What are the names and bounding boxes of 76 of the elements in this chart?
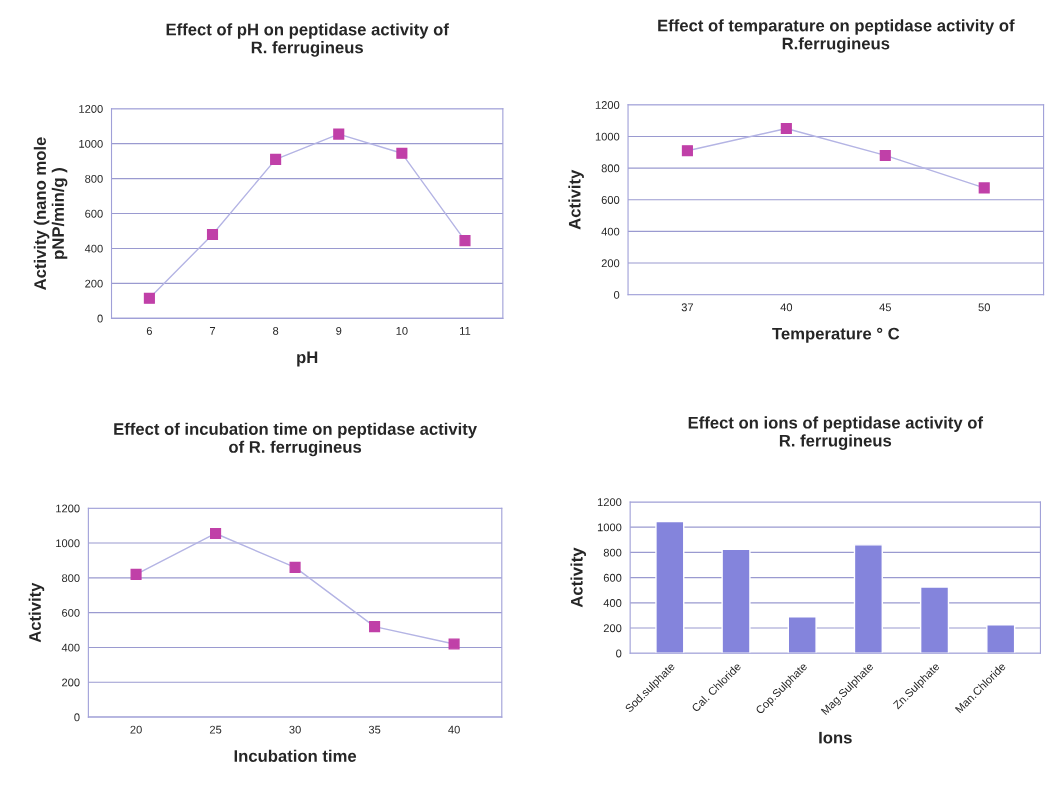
y-tick-label: 600 (85, 209, 103, 218)
y-tick-label: 1200 (595, 101, 620, 109)
point (396, 147, 408, 159)
bar (853, 544, 883, 654)
point (681, 145, 693, 157)
y-tick-label: 200 (85, 279, 103, 288)
x-axis-title: pH (297, 351, 318, 367)
x-tick-label: 8 (273, 326, 279, 335)
y-tick-label: 800 (601, 164, 620, 173)
y-tick-label: 1200 (79, 105, 103, 113)
y-tick-label: 400 (603, 599, 622, 607)
chart-title: Effect on ions of peptidase activity of R. ferrugineus (688, 416, 984, 450)
x-tick-label: 50 (978, 303, 990, 312)
bar (986, 624, 1016, 654)
x-tick-label: 7 (209, 327, 216, 335)
y-tick-label: 0 (613, 290, 620, 299)
y-tick-label: 600 (601, 196, 620, 204)
x-tick-label: 40 (448, 725, 460, 734)
x-axis-title: Ions (819, 731, 852, 744)
y-tick-label: 400 (84, 244, 103, 253)
point (780, 122, 792, 135)
point (448, 638, 460, 650)
y-tick-label: 200 (601, 259, 620, 268)
point (143, 292, 155, 304)
y-tick-label: 0 (616, 649, 622, 658)
y-tick-label: 400 (61, 643, 80, 652)
bar (787, 615, 817, 654)
chart-title: Effect of temparature on peptidase activity of R.ferrugineus (658, 19, 1015, 53)
x-tick-label: 10 (396, 326, 408, 335)
x-tick-label: 20 (130, 725, 142, 734)
point (879, 149, 891, 162)
y-axis-title: Activity (570, 547, 586, 608)
point (369, 621, 381, 633)
bar (721, 548, 751, 654)
y-tick-label: 1000 (56, 539, 80, 548)
y-tick-label: 1000 (597, 523, 622, 532)
bar (919, 586, 950, 654)
y-tick-label: 0 (74, 713, 80, 722)
y-tick-label: 200 (603, 624, 622, 633)
y-tick-label: 800 (603, 548, 622, 557)
bar (655, 520, 685, 654)
x-tick-label: 25 (209, 725, 222, 734)
x-tick-label: 11 (460, 327, 471, 335)
x-tick-label: 6 (146, 326, 152, 335)
y-tick-label: 1000 (79, 139, 103, 148)
chart-title: Effect of pH on peptidase activity of R. ferrugineus (166, 23, 449, 57)
x-tick-label: 30 (289, 725, 301, 734)
y-axis-title: Activity (568, 169, 584, 230)
x-tick-label: 35 (368, 725, 381, 734)
x-tick-label: 9 (336, 326, 342, 335)
y-axis-title: Activity (nano mole pNP/min/g ) (33, 137, 68, 290)
point (206, 228, 219, 241)
point (270, 153, 282, 165)
y-tick-label: 1200 (597, 498, 622, 507)
point (130, 568, 142, 580)
point (978, 182, 990, 194)
y-tick-label: 1000 (595, 132, 620, 141)
y-tick-label: 0 (97, 314, 103, 323)
x-tick-label: 40 (780, 303, 793, 312)
y-tick-label: 400 (601, 227, 620, 236)
y-tick-label: 800 (61, 574, 80, 582)
y-axis-title: Activity (28, 582, 45, 643)
y-tick-label: 600 (62, 608, 80, 617)
chart-title: Effect of incubation time on peptidase activity of R. ferrugineus (114, 422, 477, 457)
point (333, 128, 345, 140)
x-tick-label: 37 (681, 303, 694, 312)
x-tick-label: 45 (879, 303, 891, 312)
y-tick-label: 600 (603, 573, 622, 582)
point (289, 561, 301, 573)
point (459, 235, 471, 247)
y-tick-label: 200 (62, 678, 80, 687)
x-axis-title: Temperature ° C (772, 327, 900, 343)
y-tick-label: 800 (85, 174, 103, 183)
y-tick-label: 1200 (56, 504, 80, 513)
point (210, 527, 222, 540)
x-axis-title: Incubation time (234, 749, 357, 762)
